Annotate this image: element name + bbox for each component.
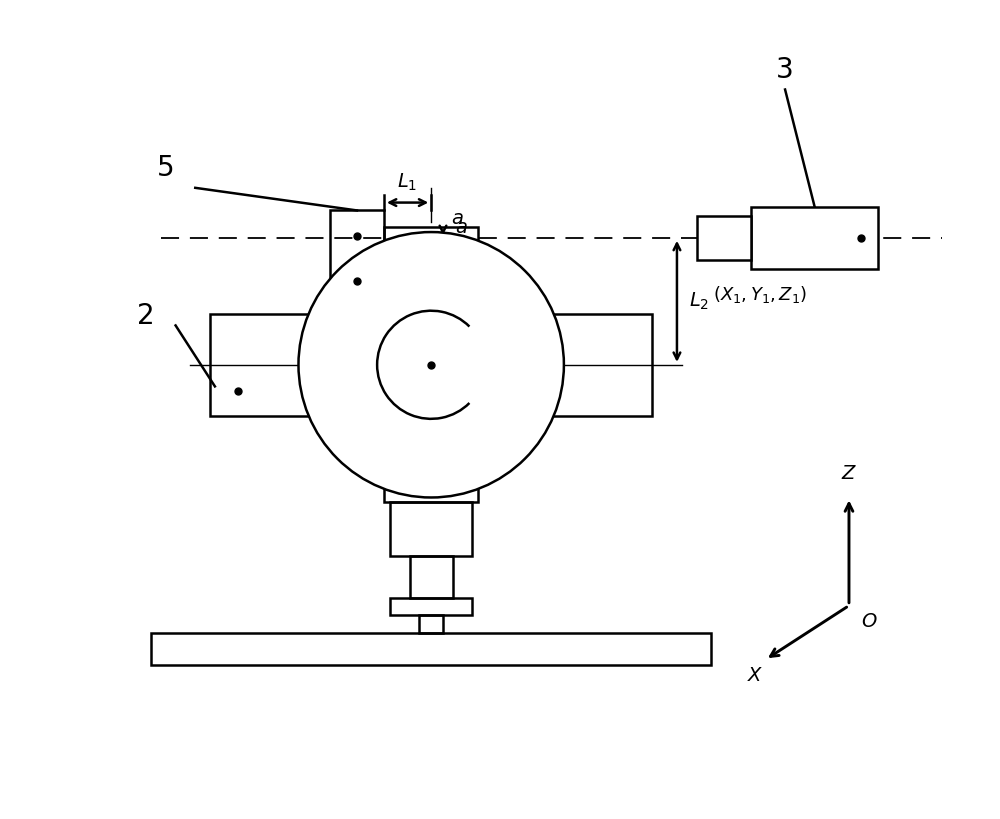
Text: $(X_0,Y_0,Z_0)$: $(X_0,Y_0,Z_0)$ bbox=[330, 387, 424, 407]
Text: $Z$: $Z$ bbox=[841, 464, 857, 482]
Bar bbox=[330, 210, 384, 314]
Bar bbox=[210, 314, 652, 416]
Bar bbox=[390, 502, 472, 556]
Bar bbox=[419, 615, 443, 633]
Bar bbox=[384, 416, 478, 502]
Text: $(X_1,Y_1,Z_1)$: $(X_1,Y_1,Z_1)$ bbox=[713, 284, 808, 305]
Bar bbox=[384, 227, 478, 314]
Text: $L_1$: $L_1$ bbox=[397, 171, 418, 192]
Bar bbox=[410, 556, 453, 598]
Circle shape bbox=[298, 232, 564, 497]
Text: $X$: $X$ bbox=[747, 667, 764, 685]
Text: 5: 5 bbox=[157, 154, 175, 182]
Text: $L_2$: $L_2$ bbox=[689, 291, 709, 312]
Bar bbox=[390, 598, 472, 615]
Text: $O$: $O$ bbox=[861, 613, 877, 631]
Bar bbox=[151, 633, 711, 664]
Text: 2: 2 bbox=[137, 301, 155, 329]
Bar bbox=[751, 206, 878, 269]
Text: $a$: $a$ bbox=[451, 210, 464, 229]
Text: $a$: $a$ bbox=[455, 218, 467, 238]
Bar bbox=[697, 216, 751, 260]
Text: 3: 3 bbox=[776, 56, 794, 84]
